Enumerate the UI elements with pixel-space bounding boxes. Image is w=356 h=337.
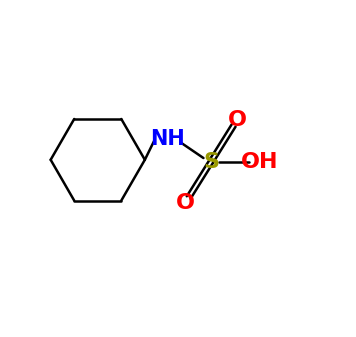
Text: O: O	[228, 110, 247, 130]
Text: OH: OH	[241, 152, 279, 172]
Text: O: O	[176, 193, 194, 213]
Text: NH: NH	[150, 129, 185, 149]
Text: S: S	[203, 152, 219, 172]
